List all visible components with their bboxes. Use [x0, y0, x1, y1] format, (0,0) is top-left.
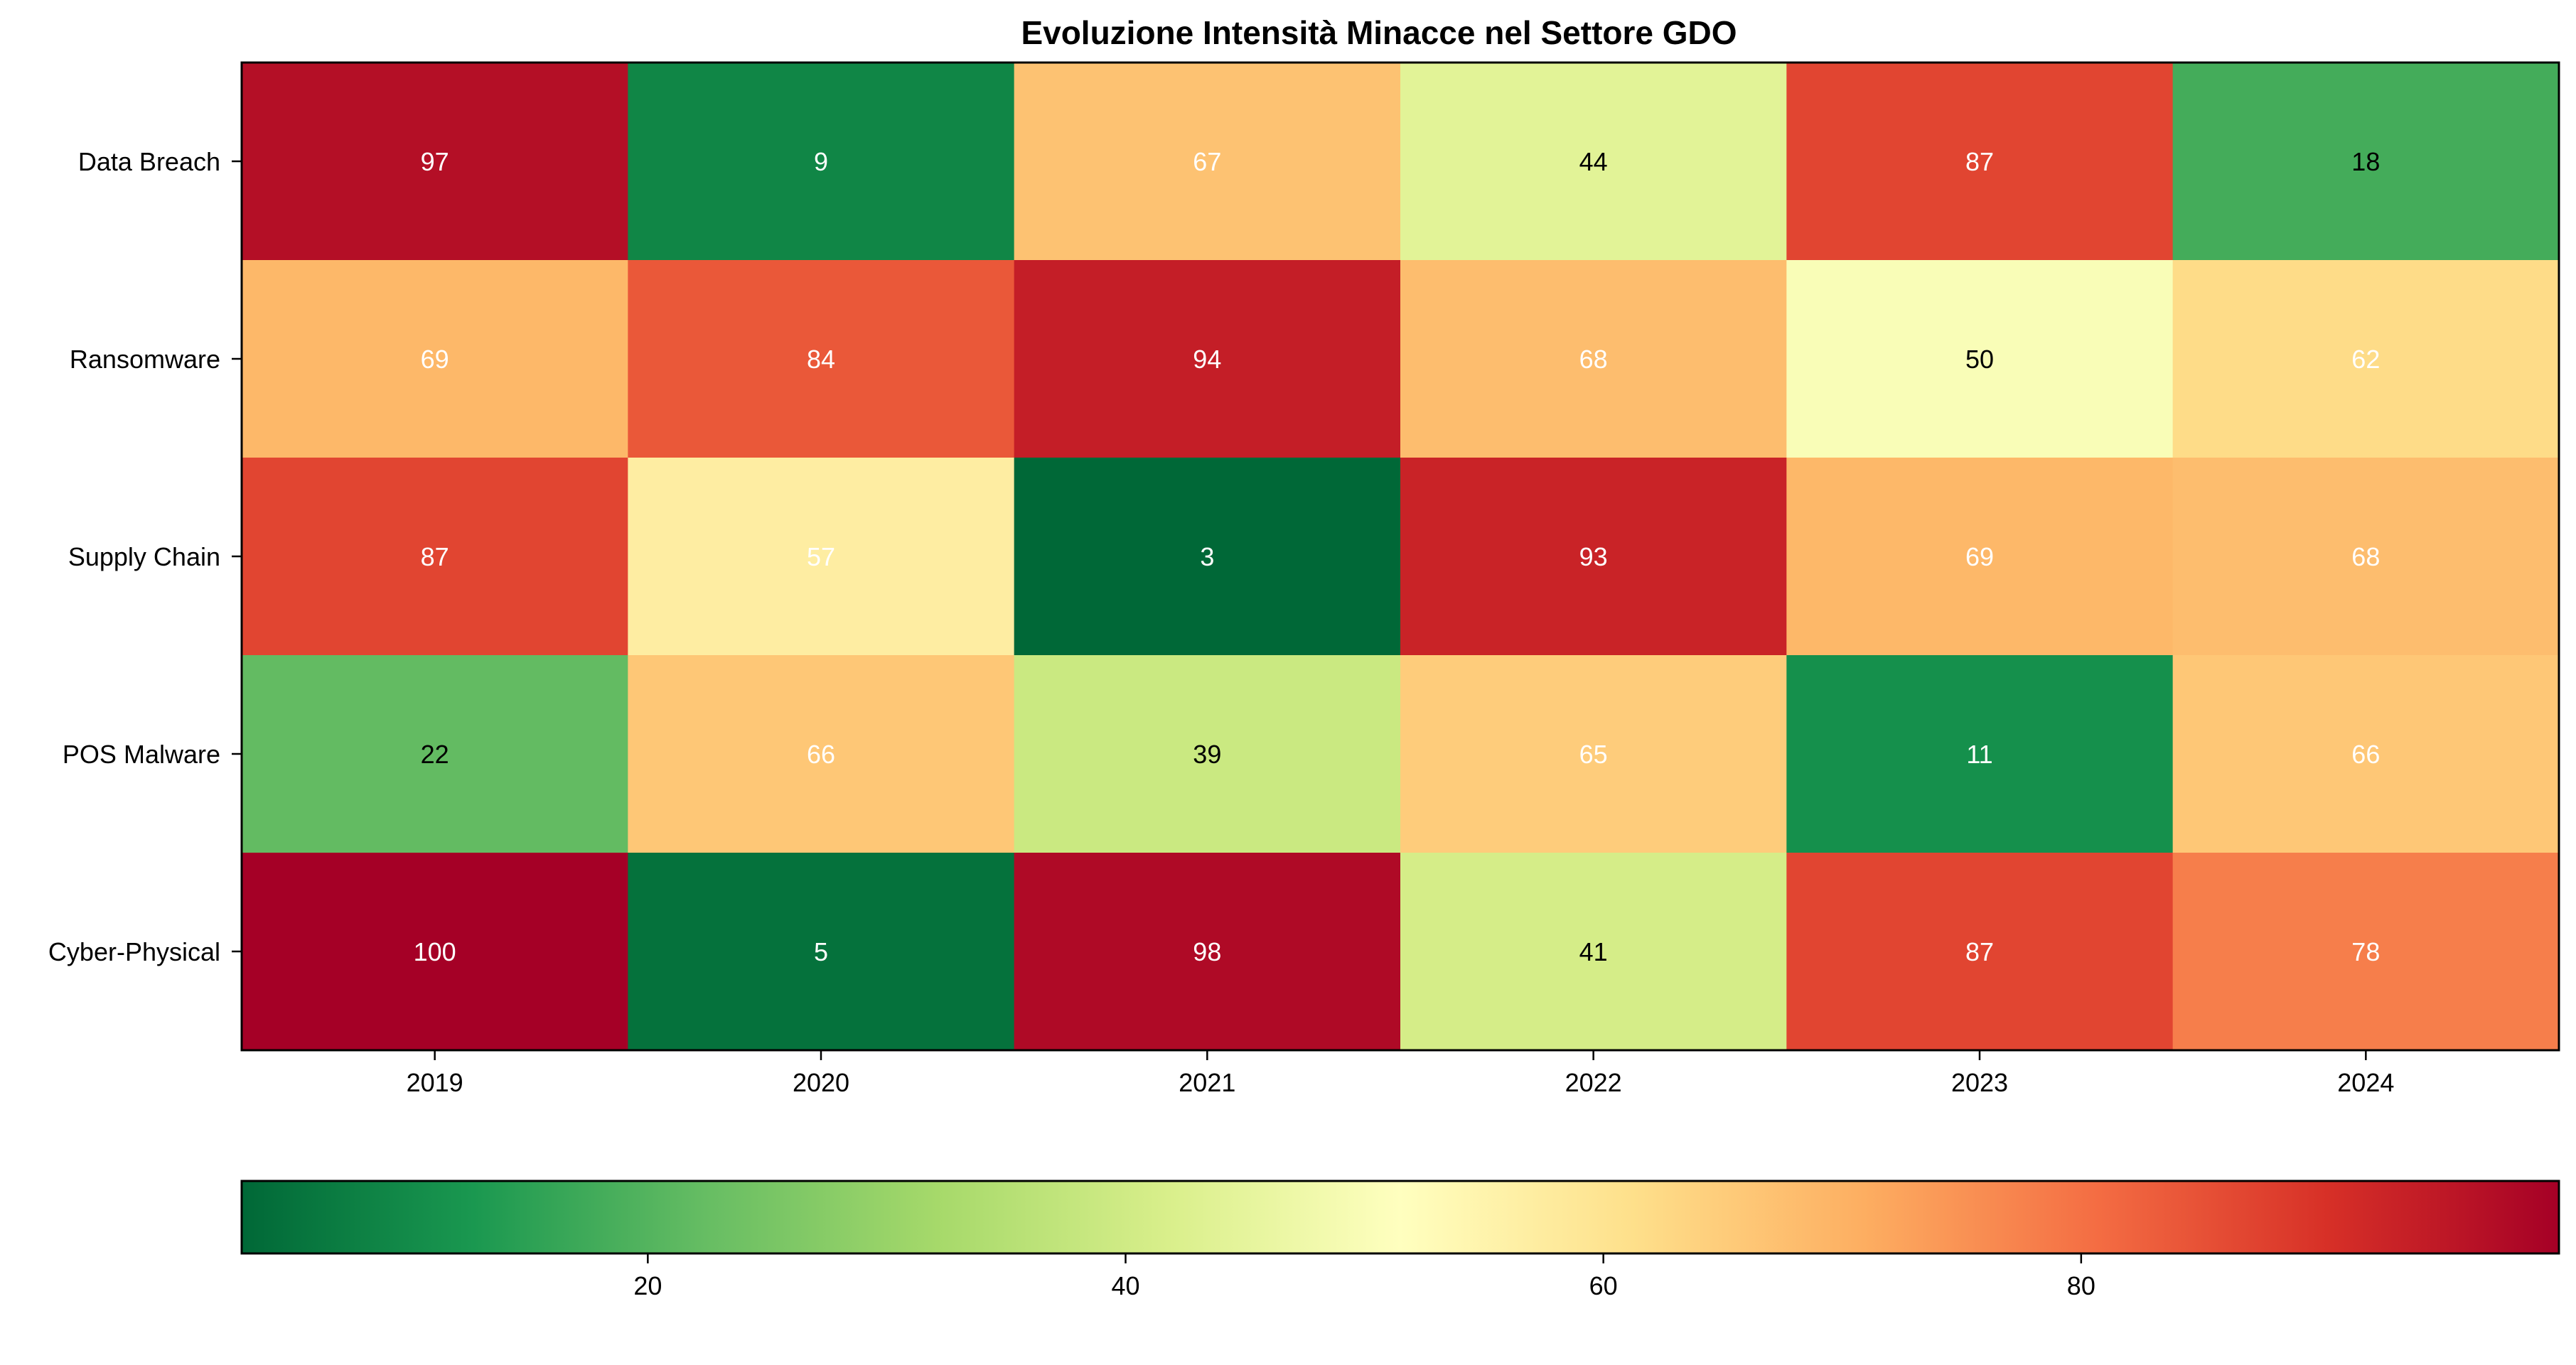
cell-value-label: 68	[1579, 345, 1608, 374]
colorbar-tick-label: 40	[1111, 1271, 1139, 1300]
heatmap-cell	[2172, 655, 2560, 853]
colorbar-frame	[240, 1180, 2560, 1255]
cell-value-label: 50	[1965, 345, 1994, 374]
heatmap-cell	[242, 853, 628, 1051]
heatmap-cell	[628, 853, 1015, 1051]
cell-value-label: 11	[1966, 740, 1992, 769]
heatmap-cell	[1786, 458, 2174, 656]
cell-value-label: 94	[1193, 345, 1221, 374]
cell-value-label: 93	[1579, 542, 1608, 571]
cell-value-label: 97	[421, 147, 449, 176]
cell-value-label: 39	[1193, 740, 1221, 769]
y-tick-label: Data Breach	[78, 147, 220, 176]
cell-value-label: 9	[814, 147, 828, 176]
colorbar-tick-label: 80	[2067, 1271, 2095, 1300]
heatmap-cell	[628, 655, 1015, 853]
cell-value-label: 18	[2351, 147, 2380, 176]
cell-value-label: 66	[2351, 740, 2380, 769]
x-tick-label: 2021	[1179, 1068, 1235, 1097]
x-tick-label: 2024	[2337, 1068, 2394, 1097]
cell-value-label: 100	[414, 937, 456, 966]
y-tick-label: Ransomware	[70, 345, 220, 374]
heatmap-cell	[1400, 458, 1787, 656]
heatmap-cell	[1014, 655, 1401, 853]
cell-value-label: 62	[2351, 345, 2380, 374]
cell-value-label: 87	[1965, 147, 1994, 176]
y-axis: Data Breach Ransomware Supply Chain POS Mal…	[48, 147, 242, 966]
colorbar-tick-label: 20	[633, 1271, 662, 1300]
x-tick-label: 2023	[1951, 1068, 2008, 1097]
heatmap-cell	[1400, 853, 1787, 1051]
heatmap-cell	[242, 458, 628, 656]
x-tick-label: 2020	[793, 1068, 849, 1097]
colorbar: 20 40 60 80	[240, 1180, 2560, 1300]
heatmap-cell	[2172, 260, 2560, 458]
heatmap-cell	[1400, 655, 1787, 853]
cell-value-label: 67	[1193, 147, 1221, 176]
heatmap-cell	[1400, 63, 1787, 261]
chart-title: Evoluzione Intensità Minacce nel Settore…	[1021, 14, 1737, 51]
heatmap-cell	[2172, 63, 2560, 261]
x-axis: 2019 2020 2021 2022 2023 2024	[407, 1050, 2394, 1097]
cell-value-label: 22	[421, 740, 449, 769]
cell-value-label: 65	[1579, 740, 1608, 769]
heatmap-cell	[1786, 260, 2174, 458]
heatmap-cell	[2172, 458, 2560, 656]
cell-value-label: 87	[421, 542, 449, 571]
cell-value-label: 98	[1193, 937, 1221, 966]
heatmap-cell	[1400, 260, 1787, 458]
x-tick-label: 2019	[407, 1068, 463, 1097]
colorbar-tick-label: 60	[1589, 1271, 1618, 1300]
y-tick-label: Cyber-Physical	[48, 937, 220, 966]
cell-value-label: 68	[2351, 542, 2380, 571]
heatmap-cell	[628, 458, 1015, 656]
y-tick-label: Supply Chain	[68, 542, 220, 571]
cell-value-label: 44	[1579, 147, 1608, 176]
cell-value-label: 78	[2351, 937, 2380, 966]
cell-value-label: 87	[1965, 937, 1994, 966]
colorbar-gradient	[242, 1181, 2559, 1253]
heatmap-cell	[2172, 853, 2560, 1051]
heatmap-cell	[1786, 63, 2174, 261]
heatmap-cell	[242, 655, 628, 853]
heatmap-cell	[628, 260, 1015, 458]
cell-value-label: 84	[807, 345, 835, 374]
heatmap-cell	[1014, 458, 1401, 656]
cell-value-label: 69	[421, 345, 449, 374]
heatmap-cell	[242, 63, 628, 261]
cell-value-label: 41	[1579, 937, 1608, 966]
heatmap-cell	[1014, 63, 1401, 261]
x-tick-label: 2022	[1565, 1068, 1622, 1097]
cell-value-label: 3	[1200, 542, 1214, 571]
cell-value-label: 57	[807, 542, 835, 571]
heatmap-cell	[242, 260, 628, 458]
heatmap-cell	[1786, 853, 2174, 1051]
heatmap-cell	[1786, 655, 2174, 853]
y-tick-label: POS Malware	[63, 740, 220, 769]
cell-value-label: 69	[1965, 542, 1994, 571]
heatmap-cells: 97 9 67 44 87 18 69 84 94 68 50 62 87 57 3 93 69 68 22 66 39…	[242, 63, 2560, 1051]
cell-value-label: 5	[814, 937, 828, 966]
heatmap-cell	[628, 63, 1015, 261]
heatmap-cell	[1014, 260, 1401, 458]
cell-value-label: 66	[807, 740, 835, 769]
heatmap-cell	[1014, 853, 1401, 1051]
